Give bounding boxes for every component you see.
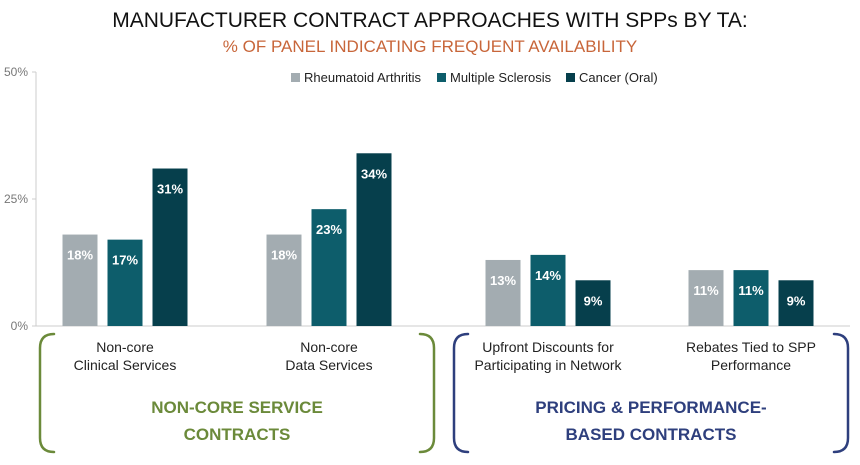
bar-value-label: 11% — [693, 283, 719, 298]
chart-subtitle: % OF PANEL INDICATING FREQUENT AVAILABIL… — [223, 37, 637, 56]
legend-label: Multiple Sclerosis — [450, 70, 552, 85]
bar-value-label: 17% — [112, 253, 138, 268]
legend-label: Rheumatoid Arthritis — [304, 70, 422, 85]
bar-value-label: 34% — [361, 166, 387, 181]
bar-value-label: 18% — [67, 248, 93, 263]
category-label: Rebates Tied to SPP — [686, 339, 816, 355]
bar-value-label: 11% — [738, 283, 764, 298]
category-label: Participating in Network — [474, 357, 622, 373]
bar-value-label: 23% — [316, 222, 342, 237]
category-groups: NON-CORE SERVICE CONTRACTS PRICING & PERFO… — [38, 332, 850, 454]
legend-swatch — [437, 73, 446, 82]
group-bracket — [452, 332, 850, 454]
legend-swatch — [566, 73, 575, 82]
bar-value-label: 14% — [535, 268, 561, 283]
group-title: CONTRACTS — [184, 425, 291, 444]
group-title: BASED CONTRACTS — [566, 425, 737, 444]
y-tick-label: 0% — [11, 319, 29, 333]
category-label: Performance — [711, 357, 791, 373]
bar — [266, 234, 302, 326]
bar — [733, 270, 769, 326]
y-tick-label: 25% — [4, 192, 28, 206]
category-label: Upfront Discounts for — [482, 339, 614, 355]
bar-value-label: 13% — [490, 273, 516, 288]
category-label: Clinical Services — [74, 357, 177, 373]
y-tick-label: 50% — [4, 65, 28, 79]
bar — [778, 280, 814, 326]
bar-value-label: 31% — [157, 182, 183, 197]
bar — [688, 270, 724, 326]
group-title: NON-CORE SERVICE — [151, 398, 323, 417]
chart-title: MANUFACTURER CONTRACT APPROACHES WITH SP… — [112, 9, 748, 32]
bar — [575, 280, 611, 326]
category-labels: Non-core Clinical Services Non-core Data Se… — [74, 339, 816, 373]
category-label: Data Services — [285, 357, 372, 373]
bar — [107, 239, 143, 326]
group-bracket — [38, 332, 436, 454]
category-label: Non-core — [300, 339, 358, 355]
legend: Rheumatoid Arthritis Multiple Sclerosis Ca… — [291, 70, 658, 85]
legend-label: Cancer (Oral) — [579, 70, 658, 85]
bar-value-label: 9% — [584, 293, 603, 308]
bar — [152, 168, 188, 326]
bar — [530, 254, 566, 326]
legend-swatch — [291, 73, 300, 82]
bar — [62, 234, 98, 326]
bar-value-label: 18% — [271, 248, 297, 263]
group-title: PRICING & PERFORMANCE- — [535, 398, 766, 417]
bar — [311, 209, 347, 326]
category-label: Non-core — [96, 339, 154, 355]
bar-value-label: 9% — [787, 293, 806, 308]
bar — [485, 259, 521, 326]
bars: 18% 17% 31% 18% 23% 34% 13% 14% 9% 11% 11% 9% — [62, 153, 814, 326]
bar — [356, 153, 392, 326]
